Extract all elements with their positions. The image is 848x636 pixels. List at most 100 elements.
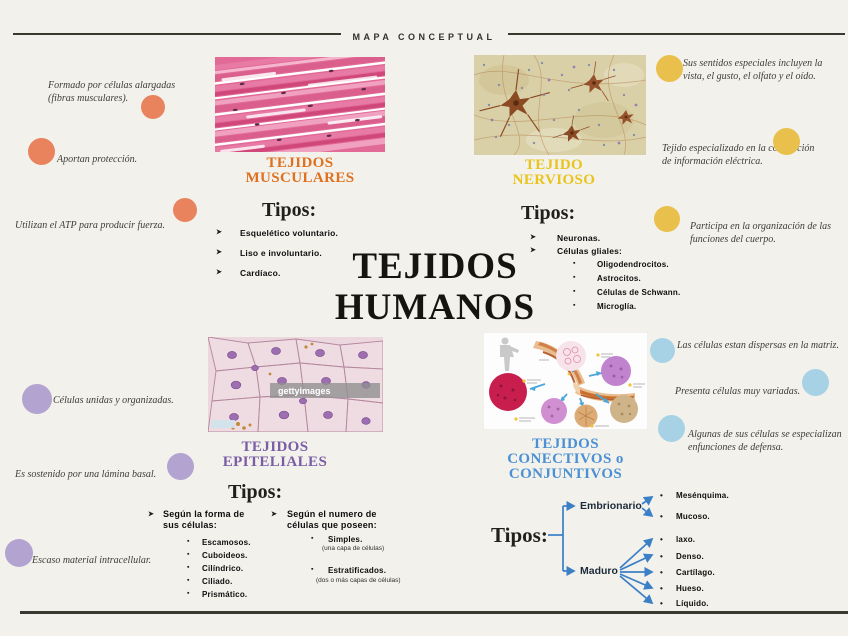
header-label: MAPA CONCEPTUAL [340, 32, 508, 42]
list-item: ▪ Astrocitos. [573, 274, 641, 283]
conectivos-title-line1: TEJIDOS [532, 436, 599, 452]
dot-bullet-icon: • [660, 599, 664, 608]
list-item: ▪ Oligodendrocitos. [573, 260, 669, 269]
list-item-label: Cuboideos. [202, 551, 248, 560]
list-item-label: Células gliales: [557, 246, 623, 256]
arrow-bullet-icon: ➤ [216, 249, 223, 256]
dot-bullet-icon: • [660, 535, 664, 544]
decor-dot [5, 539, 33, 567]
decor-dot [650, 338, 675, 363]
muscular-title-line1: TEJIDOS [266, 155, 334, 171]
list-item: • laxo. [660, 535, 695, 544]
arrow-bullet-icon: ➤ [530, 234, 537, 241]
arrow-bullet-icon: ➤ [271, 511, 278, 518]
list-item: ➤ Células gliales: [530, 246, 622, 256]
list-item-label: Denso. [676, 552, 704, 561]
muscular-title-line2: MUSCULARES [245, 169, 355, 186]
list-item-label: Escamosos. [202, 538, 251, 547]
dot-bullet-icon: • [660, 491, 664, 500]
list-item: ▪ Ciliado. [187, 577, 233, 586]
list-item-label: Esquelético voluntario. [240, 228, 339, 238]
epiteliales-title-line1: TEJIDOS [241, 439, 309, 455]
list-item-label: Simples. [328, 535, 363, 544]
list-item-label: Microglía. [597, 302, 637, 311]
arrow-bullet-icon: ➤ [530, 247, 537, 254]
conectivos-title-line2: CONECTIVOS o [507, 451, 624, 467]
list-item: ▪ Escamosos. [187, 538, 251, 547]
list-item: • Hueso. [660, 584, 704, 593]
page-title-line1: TEJIDOS [352, 246, 518, 287]
list-item: ➤ Liso e involuntario. [216, 248, 322, 258]
arrow-bullet-icon: ➤ [216, 229, 223, 236]
list-item: • Denso. [660, 552, 704, 561]
square-bullet-icon: ▪ [573, 302, 576, 309]
annotation: Escaso material intracellular. [32, 555, 152, 566]
annotation: Formado por células alargadas (fibras mu… [48, 80, 176, 104]
list-item-label: Mucoso. [676, 512, 710, 521]
branch-label-embrionario: Embrionario [580, 500, 642, 512]
list-item-label: laxo. [676, 535, 696, 544]
square-bullet-icon: ▪ [187, 590, 190, 597]
list-item: ➤ Cardíaco. [216, 268, 281, 278]
connective-tree-lines [548, 496, 654, 605]
square-bullet-icon: ▪ [573, 288, 576, 295]
list-item-label: Ciliado. [202, 577, 233, 586]
annotation: Sus sentidos especiales incluyen la vist… [683, 58, 823, 82]
arrow-bullet-icon: ➤ [216, 269, 223, 276]
bottom-rule [20, 611, 848, 614]
branch-label-maduro: Maduro [580, 565, 618, 577]
decor-dot [658, 415, 685, 442]
dot-bullet-icon: • [660, 512, 664, 521]
list-item: ▪ Microglía. [573, 302, 636, 311]
classification-header: ➤ Según el numero de células que poseen: [271, 509, 391, 531]
list-item-label: Neuronas. [557, 233, 601, 243]
list-item: ➤ Neuronas. [530, 233, 600, 243]
muscular-tipos-label: Tipos: [262, 199, 317, 221]
list-item-note: (una capa de células) [322, 545, 385, 552]
square-bullet-icon: ▪ [573, 260, 576, 267]
decor-dot [654, 206, 680, 232]
annotation: Utilizan el ATP para producir fuerza. [15, 220, 166, 231]
dot-bullet-icon: • [660, 568, 664, 577]
conectivos-section-title: TEJIDOS CONECTIVOS o CONJUNTIVOS [483, 437, 648, 482]
list-item-label: Cilíndrico. [202, 564, 244, 573]
list-item-label: Astrocitos. [597, 274, 641, 283]
muscular-section-title: TEJIDOS MUSCULARES [215, 156, 385, 185]
square-bullet-icon: ▪ [311, 566, 314, 573]
list-item-label: Hueso. [676, 584, 704, 593]
list-item-label: Estratificados. [328, 566, 387, 575]
page-title: TEJIDOS HUMANOS [300, 246, 570, 328]
conectivos-tipos-label: Tipos: [491, 523, 548, 547]
annotation: Células unidas y organizadas. [53, 395, 174, 406]
list-item-label: Prismático. [202, 590, 248, 599]
list-item: ▪ Cilíndrico. [187, 564, 243, 573]
classification-header-label: Según el numero de células que poseen: [287, 509, 377, 530]
decor-dot [802, 369, 829, 396]
square-bullet-icon: ▪ [187, 564, 190, 571]
watermark-text: gettyimages [278, 386, 331, 396]
arrow-bullet-icon: ➤ [148, 511, 155, 518]
square-bullet-icon: ▪ [573, 274, 576, 281]
epithelial-tissue-photo: gettyimages [208, 337, 383, 432]
epiteliales-title-line2: EPITELIALES [222, 453, 328, 470]
list-item-label: Mesénquima. [676, 491, 729, 500]
decor-dot [173, 198, 197, 222]
list-item: ▪ Estratificados. [311, 566, 386, 575]
nervous-tissue-photo [474, 55, 646, 155]
page-title-line2: HUMANOS [334, 287, 536, 328]
list-item: ▪ Células de Schwann. [573, 288, 680, 297]
annotation: Presenta células muy variadas. [675, 386, 801, 397]
connective-tissue-diagram [483, 332, 648, 430]
list-item-label: Cartílago. [676, 568, 715, 577]
list-item-label: Cardíaco. [240, 268, 281, 278]
list-item: ▪ Cuboideos. [187, 551, 248, 560]
list-item-label: Liso e involuntario. [240, 248, 322, 258]
list-item: ➤ Esquelético voluntario. [216, 228, 338, 238]
decor-dot [28, 138, 55, 165]
list-item: ▪ Simples. [311, 535, 363, 544]
square-bullet-icon: ▪ [311, 535, 314, 542]
decor-dot [167, 453, 194, 480]
list-item: • Líquido. [660, 599, 709, 608]
nervioso-title-line2: NERVIOSO [512, 171, 596, 188]
dot-bullet-icon: • [660, 552, 664, 561]
